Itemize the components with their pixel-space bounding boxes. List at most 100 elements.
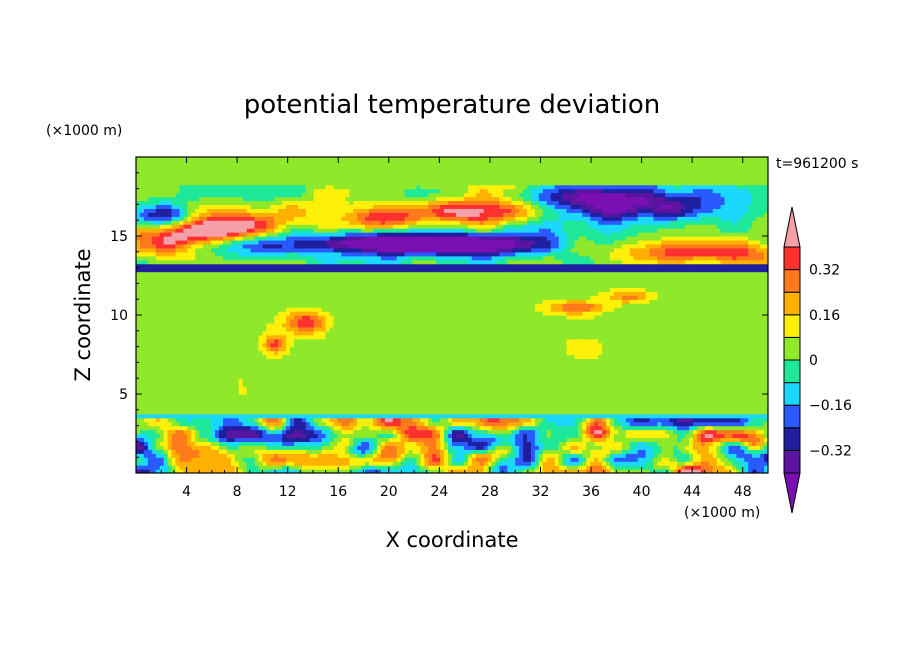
field-cell	[685, 401, 690, 407]
field-cell	[416, 453, 421, 458]
field-cell	[649, 390, 655, 395]
field-cell	[669, 382, 674, 387]
field-cell	[732, 374, 737, 379]
field-cell	[760, 413, 765, 419]
field-cell	[471, 397, 477, 403]
field-cell	[594, 370, 599, 375]
field-cell	[191, 421, 196, 427]
field-cell	[724, 378, 730, 383]
field-cell	[301, 394, 307, 399]
field-cell	[448, 413, 453, 419]
field-cell	[756, 417, 761, 423]
field-cell	[365, 457, 370, 462]
field-cell	[479, 366, 485, 371]
field-cell	[562, 465, 568, 470]
field-cell	[503, 370, 508, 375]
time-label: t=961200 s	[776, 156, 858, 172]
field-cell	[452, 433, 457, 439]
field-cell	[400, 449, 406, 454]
field-cell	[412, 445, 418, 450]
field-cell	[689, 374, 694, 379]
field-cell	[566, 465, 572, 470]
field-cell	[404, 378, 410, 383]
field-cell	[558, 350, 564, 356]
field-cell	[230, 437, 236, 442]
field-cell	[373, 429, 378, 435]
field-cell	[167, 429, 173, 435]
field-cell	[317, 413, 323, 419]
field-cell	[495, 453, 500, 458]
field-cell	[278, 421, 283, 427]
field-cell	[590, 469, 595, 473]
field-cell	[716, 461, 722, 466]
field-cell	[554, 409, 560, 415]
field-cell	[392, 465, 398, 470]
field-cell	[373, 409, 378, 415]
field-cell	[329, 358, 335, 363]
field-cell	[534, 366, 540, 371]
field-cell	[412, 386, 418, 391]
field-cell	[728, 465, 734, 470]
field-cell	[317, 417, 323, 423]
field-cell	[361, 401, 366, 407]
field-cell	[736, 417, 741, 423]
field-cell	[613, 417, 619, 423]
field-cell	[491, 405, 497, 411]
field-cell	[720, 449, 726, 454]
field-cell	[203, 469, 208, 473]
field-cell	[163, 413, 169, 419]
field-cell	[384, 433, 390, 439]
field-cell	[266, 441, 271, 446]
field-cell	[329, 457, 335, 462]
field-cell	[645, 453, 651, 458]
field-cell	[491, 437, 497, 442]
field-cell	[566, 382, 572, 387]
field-cell	[487, 457, 493, 462]
field-cell	[266, 469, 271, 473]
field-cell	[309, 374, 315, 379]
field-cell	[218, 413, 224, 419]
field-cell	[716, 409, 722, 415]
field-cell	[681, 421, 686, 427]
field-cell	[653, 433, 658, 439]
field-cell	[143, 449, 149, 454]
field-cell	[519, 441, 524, 446]
field-cell	[708, 386, 714, 391]
field-cell	[692, 350, 698, 356]
field-cell	[175, 441, 181, 446]
field-cell	[669, 350, 674, 356]
field-cell	[602, 417, 607, 423]
field-cell	[515, 449, 520, 454]
field-cell	[487, 409, 493, 415]
field-cell	[175, 397, 181, 403]
field-cell	[345, 465, 350, 470]
field-cell	[546, 366, 552, 371]
field-cell	[361, 417, 366, 423]
field-cell	[373, 390, 378, 395]
field-cell	[578, 421, 583, 427]
field-cell	[744, 413, 749, 419]
field-cell	[151, 445, 157, 450]
field-cell	[167, 354, 173, 360]
field-cell	[380, 429, 386, 435]
field-cell	[452, 453, 457, 458]
field-cell	[527, 413, 532, 419]
field-cell	[740, 401, 745, 407]
field-cell	[309, 453, 315, 458]
field-cell	[408, 465, 414, 470]
field-cell	[147, 405, 153, 411]
field-cell	[420, 378, 425, 383]
field-cell	[294, 413, 299, 419]
field-cell	[700, 366, 706, 371]
field-cell	[744, 382, 749, 387]
field-cell	[258, 350, 263, 356]
field-cell	[313, 397, 319, 403]
field-cell	[736, 449, 741, 454]
field-cell	[175, 346, 181, 352]
field-cell	[222, 390, 228, 395]
field-cell	[341, 457, 346, 462]
field-cell	[136, 382, 141, 387]
field-cell	[542, 437, 548, 442]
field-cell	[361, 390, 366, 395]
field-cell	[586, 433, 591, 439]
